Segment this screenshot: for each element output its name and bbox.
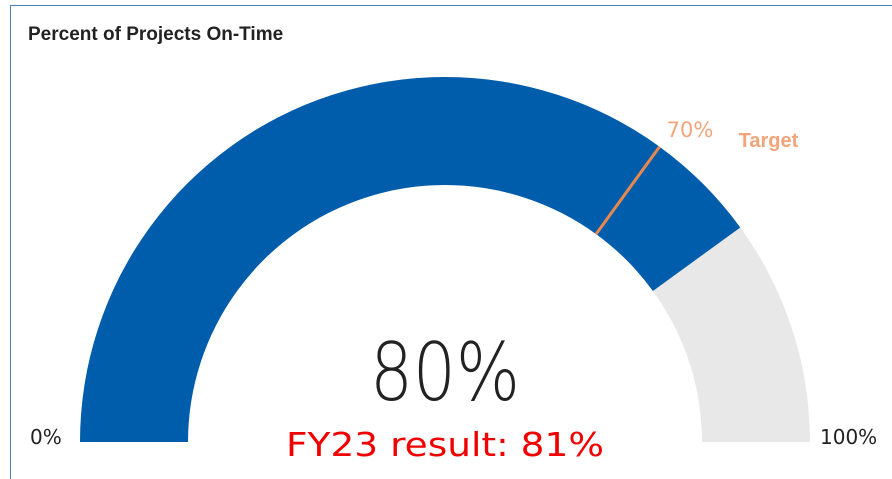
value-label: 80% <box>370 326 520 419</box>
max-label: 100% <box>820 425 877 449</box>
target-label: 70% <box>667 118 714 142</box>
min-label: 0% <box>30 425 62 449</box>
annotation: FY23 result: 81% <box>286 425 604 464</box>
gauge-value <box>80 77 741 442</box>
card-border <box>10 5 892 479</box>
target-line <box>594 145 661 235</box>
chart-title: Percent of Projects On-Time <box>28 24 283 45</box>
target-name: Target <box>739 130 799 152</box>
